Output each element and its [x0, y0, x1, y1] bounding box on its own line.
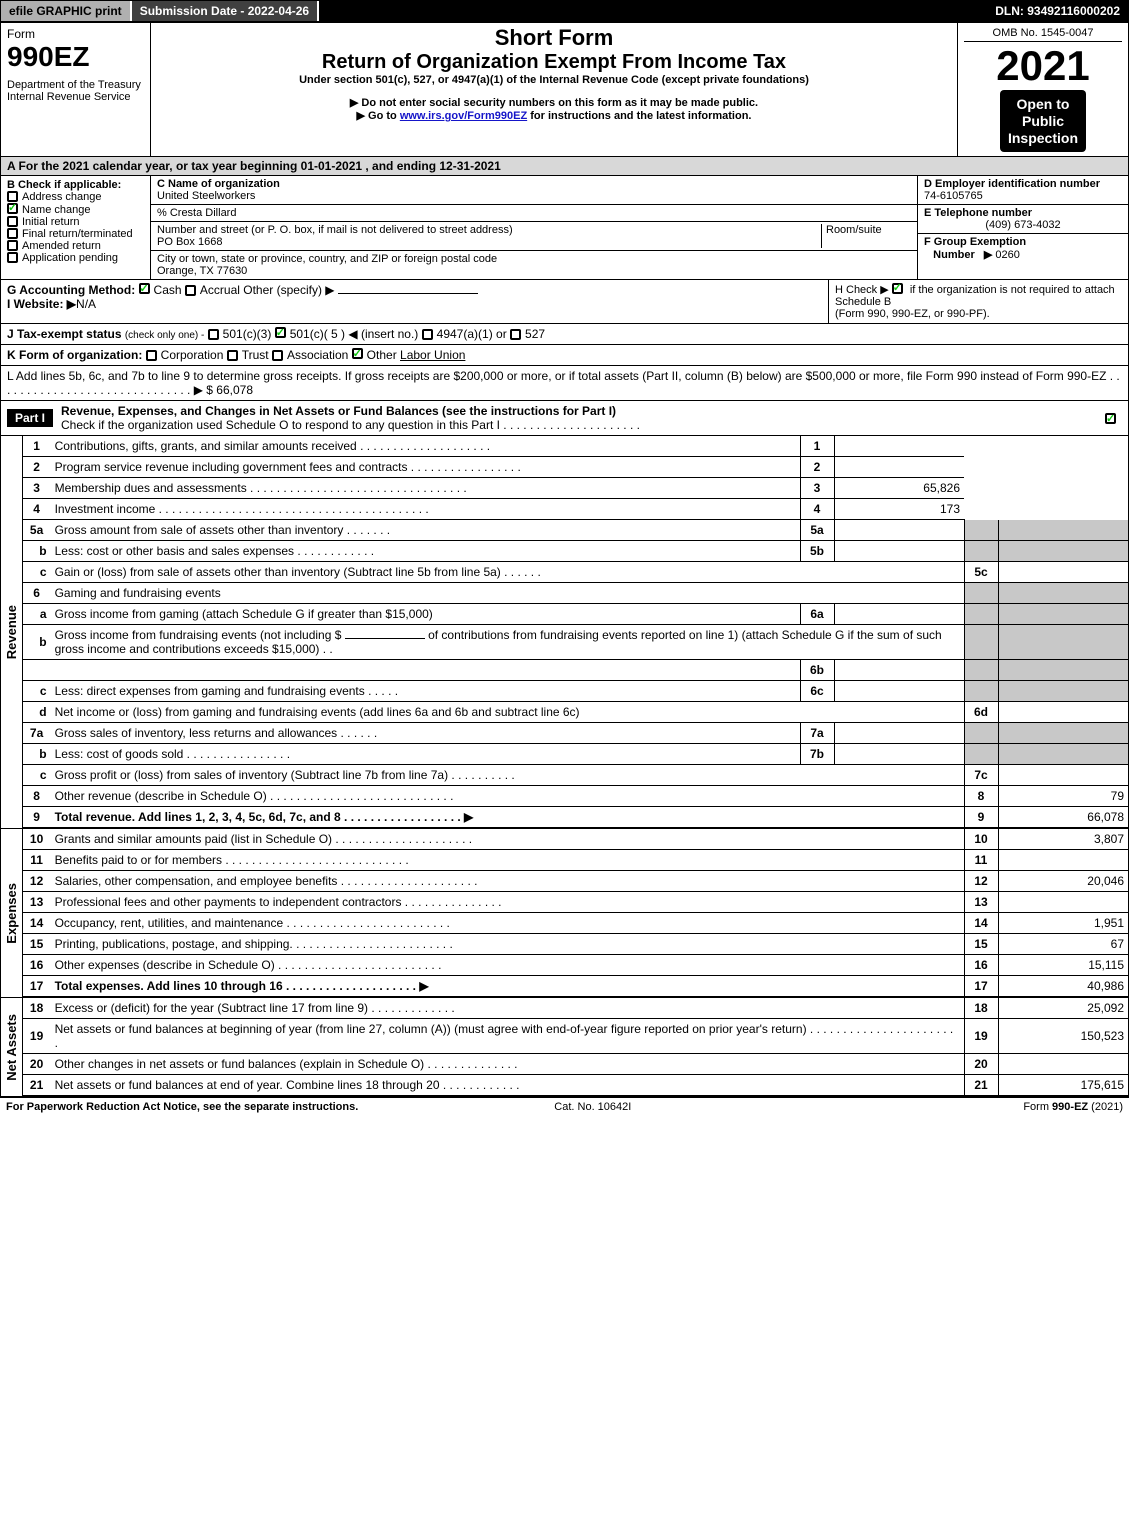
top-bar: efile GRAPHIC print Submission Date - 20… — [0, 0, 1129, 22]
check-h[interactable] — [892, 283, 903, 294]
check-assoc[interactable] — [272, 350, 283, 361]
ein-value: 74-6105765 — [924, 190, 983, 202]
k-label: K Form of organization: — [7, 348, 142, 362]
check-cash[interactable] — [139, 283, 150, 294]
street-value: PO Box 1668 — [157, 236, 222, 248]
revenue-side-label: Revenue — [1, 436, 23, 828]
check-amended-return[interactable] — [7, 240, 18, 251]
check-final-return[interactable] — [7, 228, 18, 239]
footer: For Paperwork Reduction Act Notice, see … — [0, 1097, 1129, 1116]
j-label: J Tax-exempt status — [7, 327, 122, 341]
form-number: 990EZ — [7, 41, 144, 73]
omb-number: OMB No. 1545-0047 — [964, 27, 1122, 42]
section-b-title: B Check if applicable: — [7, 179, 144, 191]
check-application-pending[interactable] — [7, 252, 18, 263]
part-i-tag: Part I — [7, 409, 53, 427]
l-value: 66,078 — [216, 383, 253, 397]
room-suite-label: Room/suite — [821, 224, 911, 248]
goto-line: ▶ Go to www.irs.gov/Form990EZ for instru… — [155, 109, 953, 122]
check-other-org[interactable] — [352, 348, 363, 359]
check-schedule-o[interactable] — [1105, 413, 1116, 424]
period-line: A For the 2021 calendar year, or tax yea… — [1, 157, 1128, 176]
org-name: United Steelworkers — [157, 190, 255, 202]
check-501c[interactable] — [275, 327, 286, 338]
check-accrual[interactable] — [185, 285, 196, 296]
l-text: L Add lines 5b, 6c, and 7b to line 9 to … — [7, 369, 1120, 397]
section-bcdef: B Check if applicable: Address change Na… — [1, 176, 1128, 280]
form-word: Form — [7, 27, 144, 41]
dept-label: Department of the Treasury Internal Reve… — [7, 79, 144, 103]
check-initial-return[interactable] — [7, 216, 18, 227]
accounting-other: Other (specify) ▶ — [243, 283, 334, 297]
check-527[interactable] — [510, 329, 521, 340]
efile-print-button[interactable]: efile GRAPHIC print — [1, 1, 132, 21]
check-corp[interactable] — [146, 350, 157, 361]
group-value: 0260 — [995, 249, 1019, 261]
footer-right: Form 990-EZ (2021) — [1023, 1101, 1123, 1113]
form-header: Form 990EZ Department of the Treasury In… — [1, 23, 1128, 157]
check-501c3[interactable] — [208, 329, 219, 340]
inspection-badge: Open to Public Inspection — [1000, 90, 1086, 152]
netassets-side-label: Net Assets — [1, 998, 23, 1096]
other-org-value: Labor Union — [400, 348, 465, 362]
tel-label: E Telephone number — [924, 207, 1032, 219]
city-value: Orange, TX 77630 — [157, 265, 247, 277]
under-section: Under section 501(c), 527, or 4947(a)(1)… — [155, 74, 953, 86]
city-label: City or town, state or province, country… — [157, 253, 497, 265]
check-trust[interactable] — [227, 350, 238, 361]
accounting-label: G Accounting Method: — [7, 283, 135, 297]
ein-label: D Employer identification number — [924, 178, 1100, 190]
tax-year: 2021 — [964, 42, 1122, 90]
irs-link[interactable]: www.irs.gov/Form990EZ — [400, 110, 527, 122]
website-value: N/A — [76, 297, 96, 311]
tel-value: (409) 673-4032 — [924, 219, 1122, 231]
org-name-label: C Name of organization — [157, 178, 280, 190]
street-label: Number and street (or P. O. box, if mail… — [157, 224, 513, 236]
part-i-title: Revenue, Expenses, and Changes in Net As… — [61, 404, 616, 418]
footer-left: For Paperwork Reduction Act Notice, see … — [6, 1101, 358, 1113]
h-text3: (Form 990, 990-EZ, or 990-PF). — [835, 308, 990, 320]
check-4947[interactable] — [422, 329, 433, 340]
revenue-table: 1Contributions, gifts, grants, and simil… — [23, 436, 1128, 828]
expenses-table: 10Grants and similar amounts paid (list … — [23, 829, 1128, 997]
netassets-table: 18Excess or (deficit) for the year (Subt… — [23, 998, 1128, 1096]
ssn-warning: ▶ Do not enter social security numbers o… — [155, 96, 953, 109]
short-form-title: Short Form — [155, 25, 953, 51]
check-name-change[interactable] — [7, 203, 18, 214]
check-address-change[interactable] — [7, 191, 18, 202]
dln-label: DLN: 93492116000202 — [987, 1, 1128, 21]
website-label: I Website: ▶ — [7, 297, 76, 311]
footer-cat: Cat. No. 10642I — [554, 1101, 631, 1113]
submission-date: Submission Date - 2022-04-26 — [132, 1, 319, 21]
h-check-label: H Check ▶ — [835, 284, 889, 296]
main-title: Return of Organization Exempt From Incom… — [155, 51, 953, 74]
j-note: (check only one) - — [125, 330, 204, 341]
expenses-side-label: Expenses — [1, 829, 23, 997]
part-i-check: Check if the organization used Schedule … — [61, 418, 640, 432]
care-of: % Cresta Dillard — [151, 205, 917, 222]
